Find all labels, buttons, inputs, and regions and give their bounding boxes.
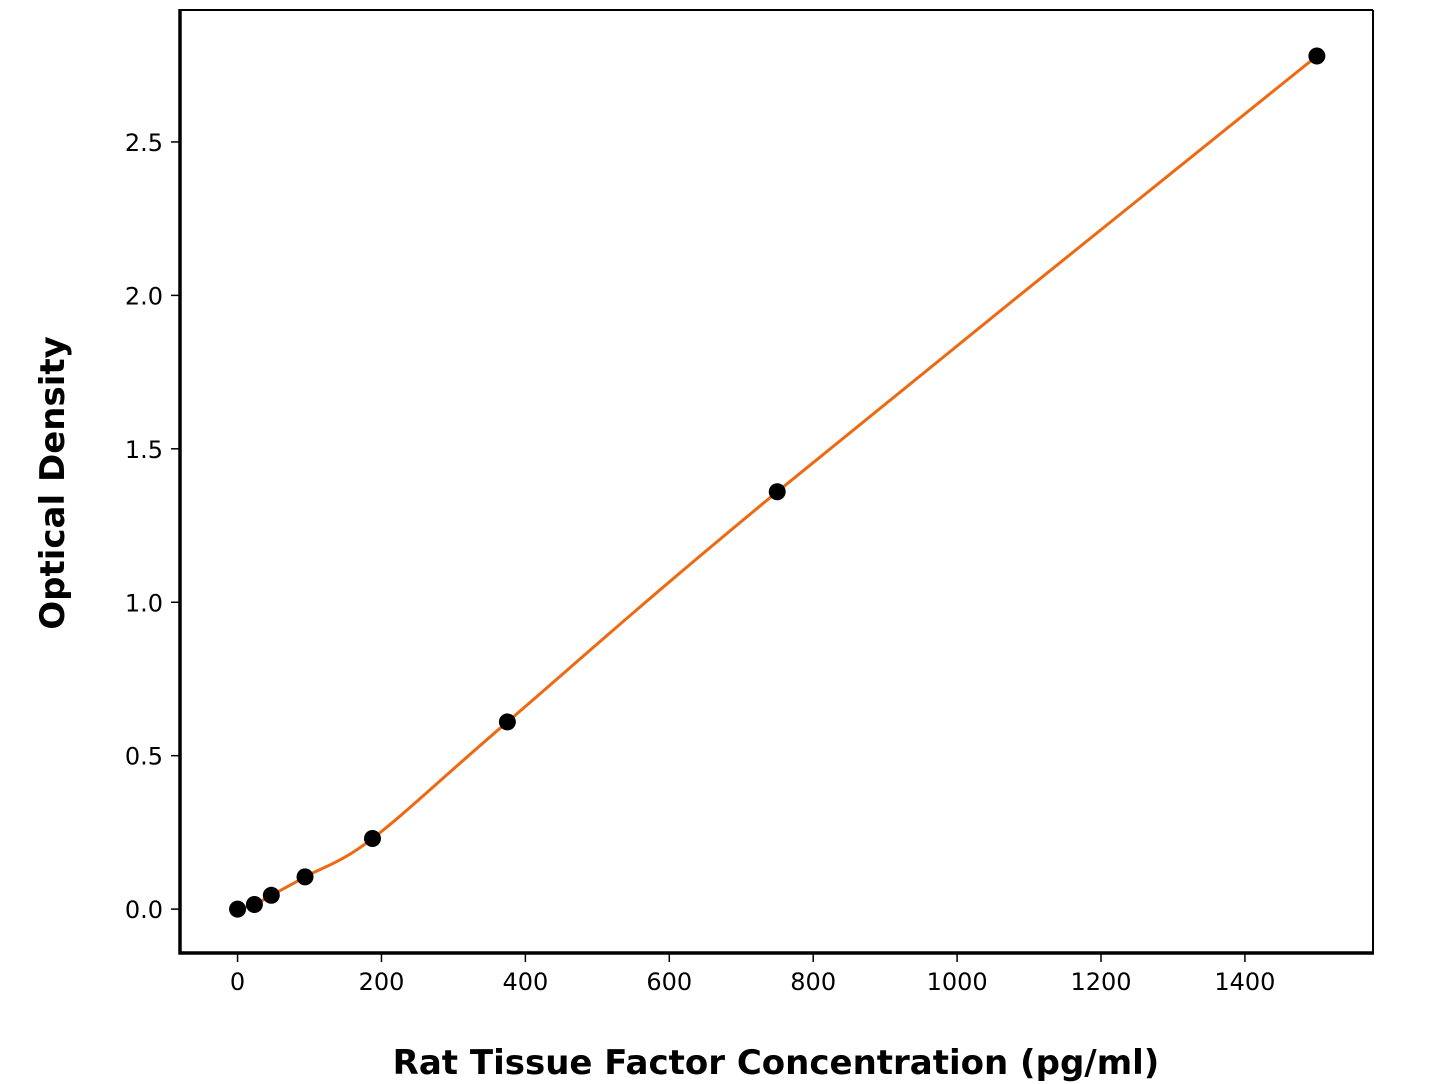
y-axis-label: Optical Density <box>33 336 73 630</box>
y-tick-label: 0.0 <box>125 896 163 924</box>
y-tick-label: 0.5 <box>125 743 163 771</box>
data-point <box>229 900 247 918</box>
x-tick-label: 400 <box>502 968 548 996</box>
data-point <box>768 483 786 501</box>
y-tick-label: 1.5 <box>125 436 163 464</box>
x-tick-label: 1000 <box>927 968 988 996</box>
x-tick-label: 1200 <box>1070 968 1131 996</box>
data-point <box>296 868 314 886</box>
y-tick-label: 1.0 <box>125 589 163 617</box>
data-point <box>1308 47 1326 65</box>
data-point <box>245 896 263 914</box>
x-tick-label: 1400 <box>1214 968 1275 996</box>
y-tick-label: 2.5 <box>125 129 163 157</box>
data-point <box>498 713 516 731</box>
data-point <box>262 886 280 904</box>
x-tick-label: 800 <box>790 968 836 996</box>
data-point <box>363 830 381 848</box>
fit-curve <box>237 54 1318 911</box>
y-tick-label: 2.0 <box>125 282 163 310</box>
x-tick-label: 600 <box>646 968 692 996</box>
x-tick-label: 0 <box>230 968 245 996</box>
x-tick-label: 200 <box>359 968 405 996</box>
x-axis-label: Rat Tissue Factor Concentration (pg/ml) <box>393 1043 1160 1083</box>
